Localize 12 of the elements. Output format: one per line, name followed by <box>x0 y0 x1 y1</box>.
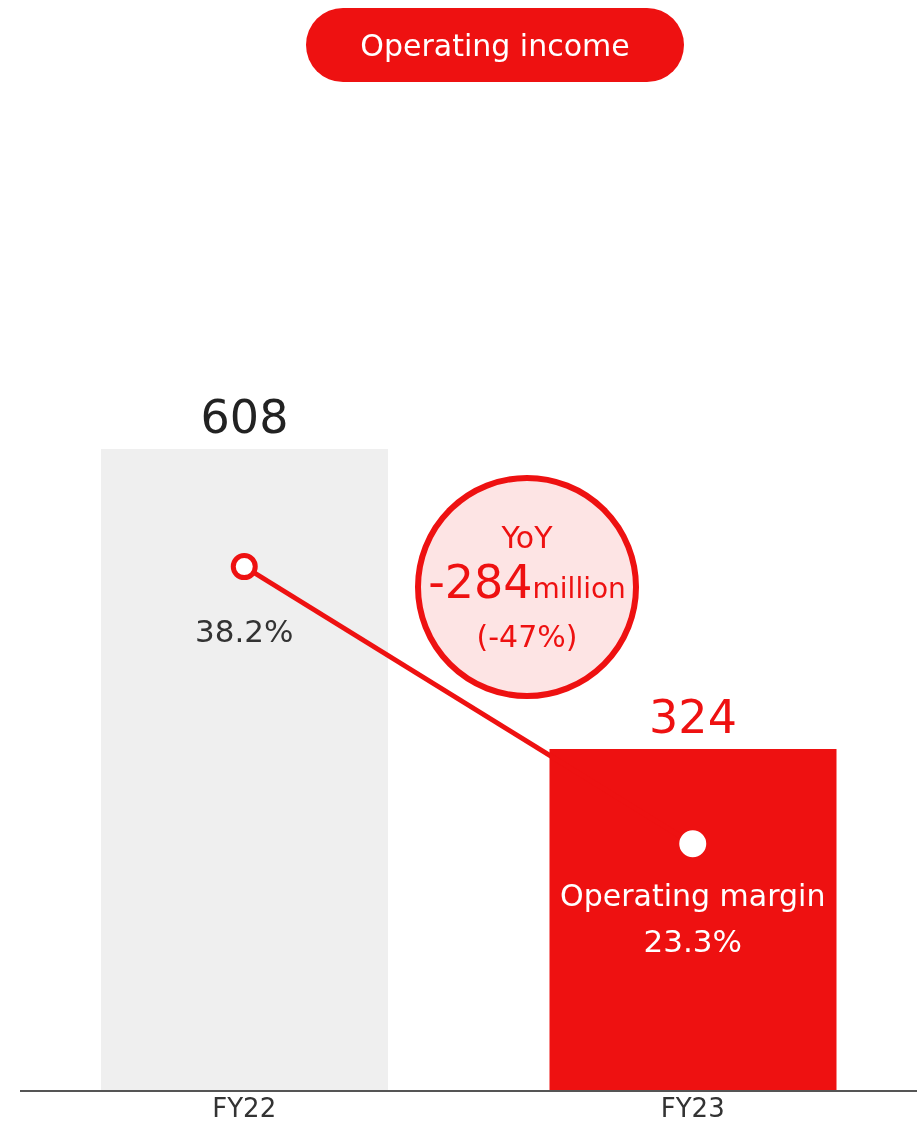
chart-title: Operating income <box>306 8 684 82</box>
annotation: YoY <box>501 518 553 557</box>
x-tick-label: FY23 <box>660 1093 725 1124</box>
data-label: 23.3% <box>643 922 742 959</box>
x-tick-label: FY22 <box>212 1093 277 1124</box>
data-label: 324 <box>649 689 737 744</box>
series-label: Operating margin <box>560 877 826 913</box>
annotation: (-47%) <box>476 617 578 656</box>
data-label: 38.2% <box>195 612 294 649</box>
data-label: 608 <box>200 390 289 445</box>
circle-badge: YoY -284million (-47%) <box>415 475 639 699</box>
annotation: -284million <box>428 554 626 609</box>
